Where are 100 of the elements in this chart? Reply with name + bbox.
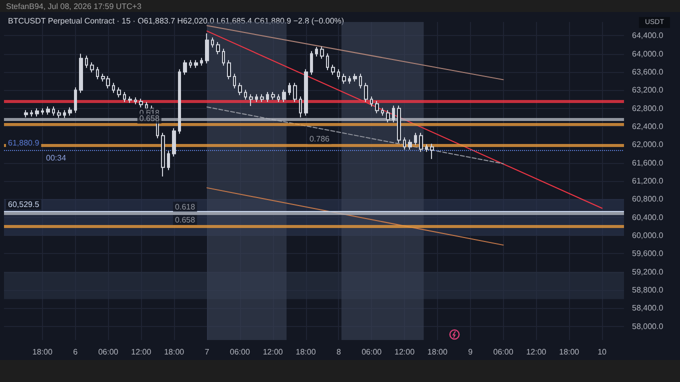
x-tick-label: 18:00 (164, 348, 185, 356)
candlestick (79, 53, 83, 94)
candlestick (364, 82, 368, 102)
x-tick-label: 8 (336, 348, 342, 356)
y-tick-label: 62,400.0 (632, 122, 664, 131)
candlestick (386, 110, 390, 123)
candlestick (430, 143, 434, 160)
x-tick-label: 12:00 (526, 348, 547, 356)
annotation: 0.618 (175, 202, 196, 212)
candlestick (90, 62, 94, 73)
candlestick (370, 96, 373, 107)
candlestick (310, 50, 313, 76)
candlestick (52, 106, 55, 116)
candlestick (337, 68, 340, 80)
candlestick (266, 91, 269, 102)
y-tick-label: 59,200.0 (632, 267, 664, 276)
x-tick-label: 7 (204, 348, 210, 356)
y-tick-label: 62,800.0 (632, 104, 664, 113)
x-tick-label: 10 (598, 348, 608, 356)
ref-line-label: 61,880.9 (8, 138, 40, 148)
candlestick (381, 107, 384, 116)
candlestick (425, 144, 428, 152)
x-tick-label: 06:00 (98, 348, 119, 356)
x-tick-label: 12:00 (131, 348, 152, 356)
candlestick (397, 105, 401, 144)
x-tick-label: 12:00 (394, 348, 416, 356)
x-tick-label: 6 (73, 348, 78, 356)
candlestick (57, 110, 61, 118)
candlestick (238, 82, 242, 96)
y-tick-label: 63,600.0 (632, 67, 664, 76)
x-tick-label: 18:00 (427, 348, 448, 356)
candlestick (117, 86, 121, 98)
candlestick (403, 136, 406, 150)
candlestick (167, 150, 170, 171)
y-tick-label: 60,400.0 (632, 212, 664, 222)
candlestick (255, 94, 258, 102)
candlestick (222, 48, 225, 66)
annotation: 0.658 (139, 114, 160, 124)
x-tick-label: 18:00 (559, 348, 580, 356)
candlestick (392, 105, 395, 123)
candlestick (233, 73, 236, 89)
annotation: 0.658 (175, 215, 196, 224)
candlestick (178, 68, 181, 134)
candlestick (96, 66, 99, 80)
candlestick (216, 41, 220, 55)
candlestick (277, 94, 280, 102)
candlestick (359, 73, 362, 89)
candlestick (271, 91, 275, 100)
candlestick (353, 73, 357, 82)
candlestick (414, 132, 417, 146)
candlestick (375, 100, 379, 114)
y-tick-label: 58,000.0 (632, 322, 664, 331)
y-tick-label: 61,200.0 (632, 176, 664, 186)
candlestick (183, 60, 187, 76)
x-tick-label: 12:00 (262, 348, 284, 356)
candlestick (85, 55, 88, 68)
annotation: 0.786 (309, 134, 330, 144)
candlestick (315, 46, 318, 58)
y-tick-label: 61,600.0 (632, 158, 664, 168)
candlestick (227, 60, 231, 80)
ref-line-label: 60,529.5 (8, 200, 40, 209)
y-tick-label: 64,000.0 (632, 49, 664, 58)
candlestick (74, 86, 77, 114)
candlestick (293, 82, 297, 102)
y-tick-label: 63,200.0 (632, 86, 664, 95)
chart-title: StefanB94, Jul 08, 2026 17:59 UTC+3 (6, 2, 142, 11)
candlestick (408, 139, 412, 150)
y-tick-label: 62,000.0 (632, 140, 664, 150)
candlestick (260, 94, 264, 102)
candlestick (46, 106, 50, 116)
x-tick-label: 18:00 (32, 348, 53, 356)
candlestick (24, 110, 28, 118)
candlestick (41, 108, 44, 116)
x-tick-label: 06:00 (362, 348, 382, 356)
candlestick (63, 110, 66, 118)
candlestick (304, 68, 308, 116)
candlestick (194, 60, 198, 68)
candlestick (35, 108, 39, 117)
candlestick (331, 64, 335, 76)
candlestick (205, 32, 209, 64)
chart-subtitle: BTCUSDT Perpetual Contract · 15 · O61,883.7 H62,020.0 L61,685.4 C61,880.9 −2.8 (−0.00%) (8, 16, 344, 26)
annotation: 00:34 (46, 154, 67, 162)
candlestick (128, 96, 132, 104)
candlestick (172, 128, 176, 157)
candlestick (30, 110, 33, 117)
y-tick-label: 60,000.0 (632, 231, 664, 240)
candlestick (189, 60, 192, 68)
y-tick-label: 58,800.0 (632, 286, 664, 295)
candlestick (342, 73, 346, 84)
candlestick (299, 96, 302, 118)
candlestick (249, 94, 253, 107)
candlestick (123, 91, 126, 102)
candlestick (68, 106, 72, 116)
x-tick-label: 9 (468, 348, 474, 356)
y-tick-label: 59,600.0 (632, 249, 664, 258)
candlestick (326, 52, 329, 71)
candlestick (161, 132, 165, 177)
candlestick (282, 89, 286, 102)
candlestick (211, 36, 214, 48)
x-tick-label: 06:00 (493, 348, 514, 356)
